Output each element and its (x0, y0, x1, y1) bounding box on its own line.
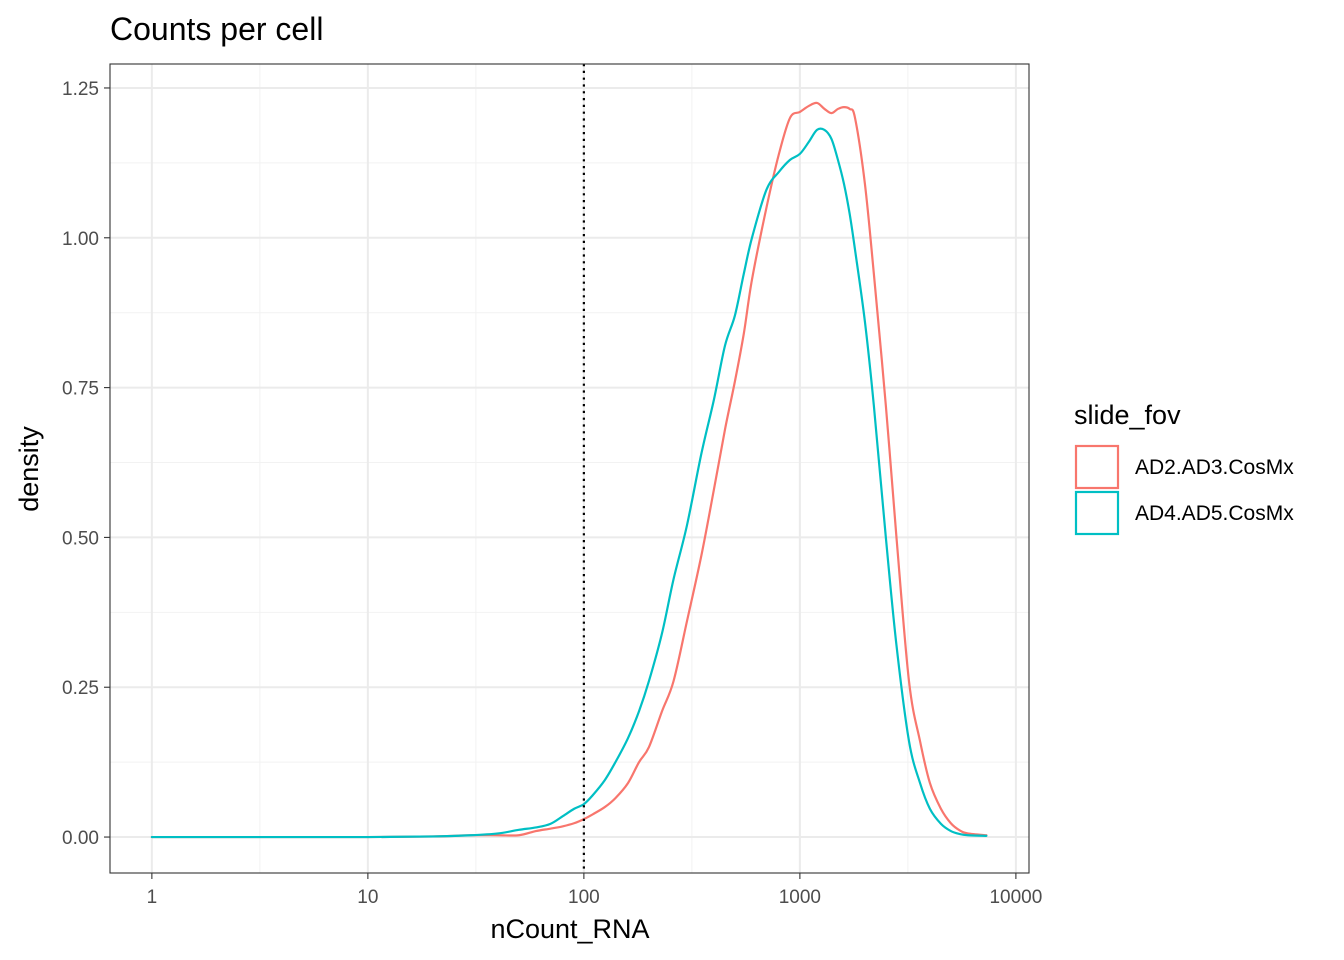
x-tick-label: 1 (147, 887, 158, 908)
panel-border (109, 63, 1030, 874)
y-tick-label: 0.00 (62, 828, 99, 849)
y-tick-label: 1.25 (62, 79, 99, 100)
x-tick-label: 10 (357, 887, 378, 908)
chart-title: Counts per cell (110, 11, 323, 47)
y-tick-label: 0.75 (62, 379, 99, 400)
y-axis-title: density (14, 426, 44, 512)
x-axis-title: nCount_RNA (490, 914, 649, 944)
legend-item-ad2-ad3: AD2.AD3.CosMx (1074, 444, 1294, 490)
y-tick-label: 0.25 (62, 678, 99, 699)
x-tick-label: 10000 (989, 887, 1042, 908)
legend-key-ad2-ad3 (1074, 444, 1120, 490)
series-lines (150, 101, 988, 839)
legend-item-ad4-ad5: AD4.AD5.CosMx (1074, 490, 1294, 536)
minor-gridlines (110, 64, 1029, 873)
series-line-ad2-ad3-cosmx (150, 101, 988, 839)
x-tick-label: 1000 (779, 887, 821, 908)
major-gridlines (110, 64, 1029, 873)
y-tick-label: 0.50 (62, 528, 99, 549)
legend-key-ad4-ad5 (1074, 490, 1120, 536)
legend-label-ad4-ad5: AD4.AD5.CosMx (1135, 502, 1294, 525)
legend: slide_fov AD2.AD3.CosMx AD4.AD5.CosMx (1074, 400, 1294, 536)
y-axis: 0.00 0.25 0.50 0.75 1.00 1.25 (62, 79, 110, 849)
legend-label-ad2-ad3: AD2.AD3.CosMx (1135, 456, 1294, 479)
x-axis: 1 10 100 1000 10000 (147, 873, 1042, 908)
legend-title: slide_fov (1074, 400, 1181, 430)
y-tick-label: 1.00 (62, 229, 99, 250)
x-tick-label: 100 (568, 887, 600, 908)
series-line-ad4-ad5-cosmx (150, 127, 988, 839)
